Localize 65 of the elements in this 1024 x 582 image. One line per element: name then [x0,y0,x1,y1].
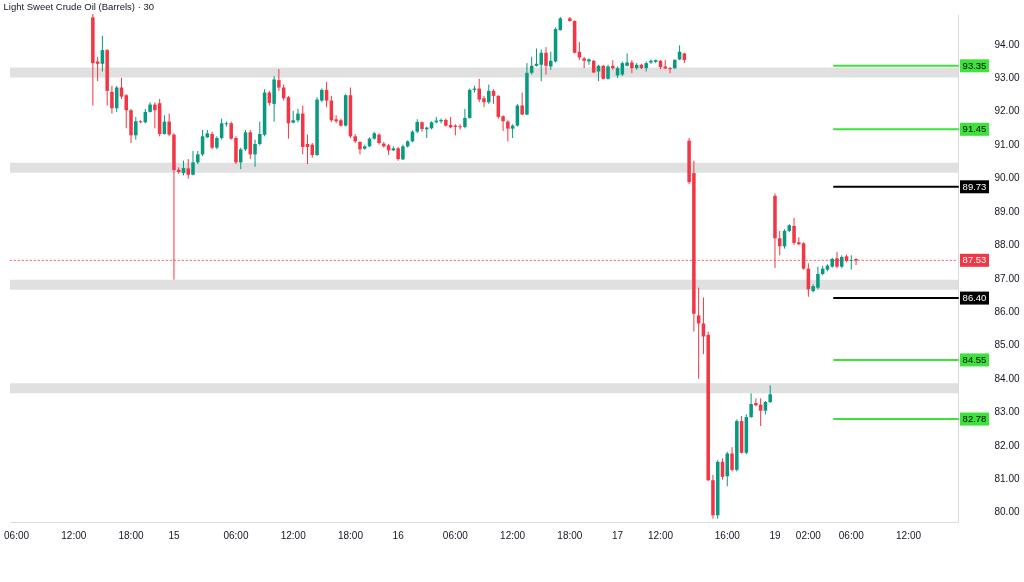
y-tick-label: 80.00 [994,506,1020,518]
candlestick [296,108,300,123]
y-tick-label: 85.00 [994,339,1020,351]
y-tick-label: 86.00 [994,305,1020,317]
candlestick [358,140,362,155]
y-tick-label: 83.00 [994,406,1020,418]
candlestick [777,230,782,256]
y-tick-label: 87.00 [994,272,1020,284]
candlestick [277,68,281,92]
x-tick-label: 06:00 [442,529,469,541]
ref-line-label: 84.55 [962,353,987,365]
candlestick [134,116,138,141]
x-tick-label: 16:00 [714,529,741,541]
y-tick-label: 92.00 [994,105,1020,117]
ref-line-label: 93.35 [962,59,987,71]
candlestick [110,85,114,115]
candlestick [458,123,462,131]
x-tick-label: 12:00 [647,529,674,541]
candlestick [849,254,854,271]
ref-line-label: 91.45 [962,123,987,135]
candlestick [463,108,467,129]
ref-line-label: 82.78 [962,413,987,425]
x-tick-label: 16 [392,529,405,541]
x-tick-label: 06:00 [4,529,30,541]
y-tick-label: 82.00 [994,439,1020,451]
x-tick-label: 02:00 [795,529,822,541]
candlestick [668,66,672,74]
candlestick [630,59,634,74]
y-tick-label: 90.00 [994,172,1020,184]
x-tick-label: 18:00 [118,529,144,541]
y-tick-label: 81.00 [994,473,1020,485]
x-tick-label: 18:00 [337,529,364,541]
ref-line-label: 87.53 [962,254,987,266]
y-tick-label: 84.00 [994,372,1020,384]
ref-line-label: 86.40 [962,292,987,304]
candlestick [539,48,544,82]
candlestick [191,150,195,176]
candlestick [506,119,510,142]
x-tick-label: 15 [168,529,180,541]
candlestick [749,392,753,419]
x-tick-label: 12:00 [61,529,87,541]
x-tick-label: 12:00 [280,529,307,541]
candlestick [253,139,257,168]
y-tick-label: 93.00 [994,72,1020,83]
x-tick-label: 19 [769,529,781,541]
ref-line-label: 89.73 [962,180,987,192]
candlestick [587,57,591,66]
chart-title: Light Sweet Crude Oil (Barrels) · 30 [3,1,155,12]
x-tick-label: 06:00 [223,529,249,541]
y-tick-label: 94.00 [994,38,1020,50]
candlestick [730,446,734,473]
candlestick [186,158,191,180]
x-tick-label: 17 [612,529,624,541]
candlestick [754,397,758,407]
x-tick-label: 18:00 [557,529,583,541]
candlestick [544,46,548,75]
y-tick-label: 88.00 [994,239,1020,251]
y-tick-label: 91.00 [994,138,1020,150]
x-tick-label: 12:00 [500,529,526,541]
candlestick [487,84,491,105]
candlestick [549,51,553,71]
candlestick [167,113,171,137]
x-tick-label: 06:00 [838,529,865,541]
y-tick-label: 89.00 [994,205,1020,217]
x-tick-label: 12:00 [896,529,922,541]
